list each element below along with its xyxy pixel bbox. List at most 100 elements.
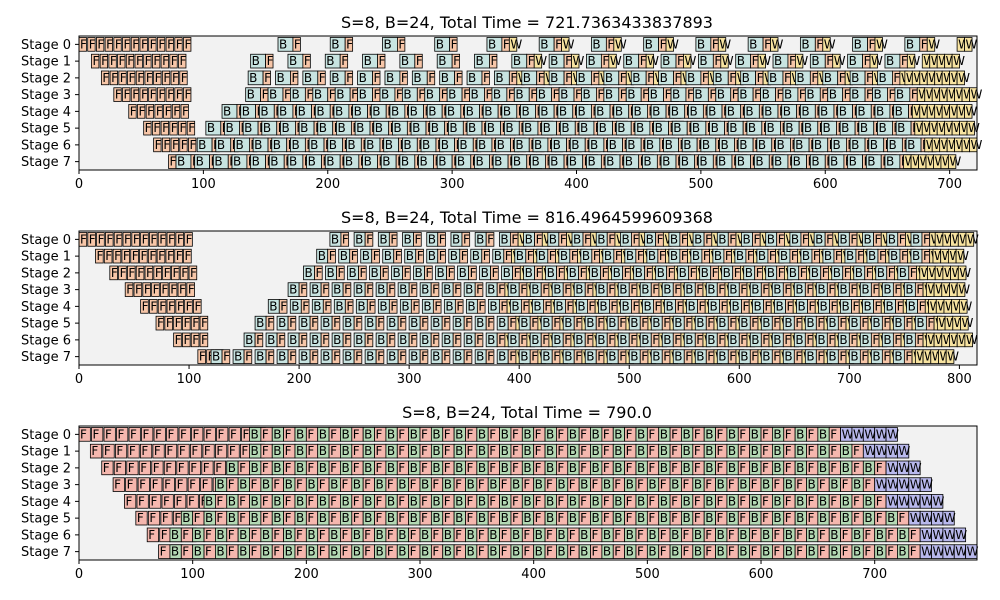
task-F: F xyxy=(388,299,398,314)
task-label: F xyxy=(353,444,360,458)
task-B: B xyxy=(210,349,223,364)
task-label: F xyxy=(80,232,87,246)
task-label: F xyxy=(434,299,441,313)
task-label: F xyxy=(795,350,802,364)
task-B: B xyxy=(559,120,576,136)
task-label: B xyxy=(531,155,539,169)
task-box xyxy=(956,70,965,86)
task-B: B xyxy=(767,70,784,86)
task-label: F xyxy=(194,299,201,313)
task-label: B xyxy=(683,138,691,152)
task-label: F xyxy=(660,37,667,51)
task-F: F xyxy=(186,120,195,136)
task-label: B xyxy=(488,37,496,51)
task-F: F xyxy=(650,282,660,297)
task-B: B xyxy=(551,282,564,297)
task-B: B xyxy=(495,137,511,153)
task-label: F xyxy=(717,427,724,441)
task-label: F xyxy=(159,299,166,313)
y-tick-label: Stage 5 xyxy=(21,122,71,137)
task-label: B xyxy=(597,283,605,297)
task-B: B xyxy=(648,87,664,102)
task-label: F xyxy=(333,350,340,364)
task-label: B xyxy=(459,138,467,152)
task-B: B xyxy=(523,232,536,247)
task-label: B xyxy=(833,266,841,280)
task-label: B xyxy=(384,249,392,263)
task-F: F xyxy=(184,232,193,247)
task-F: F xyxy=(452,282,462,297)
task-label: B xyxy=(300,350,308,364)
task-label: F xyxy=(668,266,675,280)
task-F: F xyxy=(645,70,654,86)
task-label: B xyxy=(636,121,644,135)
task-B: B xyxy=(809,53,826,69)
task-F: F xyxy=(78,232,88,247)
task-box xyxy=(145,104,155,119)
task-label: F xyxy=(181,266,188,280)
task-F: F xyxy=(342,332,352,348)
task-label: B xyxy=(806,350,814,364)
task-label: B xyxy=(336,88,344,102)
task-label: B xyxy=(457,155,465,169)
task-box xyxy=(130,87,140,102)
task-F: F xyxy=(152,443,165,459)
task-label: F xyxy=(911,88,918,102)
task-B: B xyxy=(620,299,632,314)
task-B: B xyxy=(749,282,762,297)
task-F: F xyxy=(573,87,582,102)
task-B: B xyxy=(379,87,396,102)
task-B: B xyxy=(357,87,373,102)
task-label: F xyxy=(176,88,183,102)
task-F: F xyxy=(139,248,148,264)
task-B: B xyxy=(695,37,712,52)
task-F: F xyxy=(113,87,122,102)
task-B: B xyxy=(509,299,522,314)
task-label: B xyxy=(428,104,436,118)
task-F: F xyxy=(727,315,737,331)
x-tick-label: 200 xyxy=(315,177,340,192)
task-label: B xyxy=(841,121,849,135)
task-B: B xyxy=(603,70,620,86)
task-box xyxy=(128,104,137,119)
task-label: B xyxy=(560,249,568,263)
task-B: B xyxy=(287,53,304,69)
task-F: F xyxy=(644,265,653,281)
task-label: B xyxy=(795,333,803,347)
task-F: F xyxy=(276,332,286,348)
task-B: B xyxy=(492,248,505,264)
task-label: F xyxy=(150,299,157,313)
task-label: B xyxy=(597,333,605,347)
task-F: F xyxy=(903,315,913,331)
task-F: F xyxy=(877,248,887,264)
task-label: B xyxy=(687,299,695,313)
task-label: B xyxy=(542,316,550,330)
task-B: B xyxy=(340,443,353,459)
task-F: F xyxy=(137,104,145,119)
task-label: B xyxy=(895,104,903,118)
task-B: B xyxy=(496,349,509,364)
task-F: F xyxy=(873,299,882,314)
task-box xyxy=(100,70,110,86)
task-label: F xyxy=(454,333,461,347)
task-label: F xyxy=(754,88,761,102)
task-F: F xyxy=(551,349,561,364)
task-label: F xyxy=(126,283,133,297)
task-label: B xyxy=(371,266,379,280)
task-F: F xyxy=(182,332,191,348)
task-label: F xyxy=(531,350,538,364)
task-label: B xyxy=(878,71,886,85)
task-label: B xyxy=(326,54,334,68)
task-label: F xyxy=(141,37,148,51)
task-B: B xyxy=(485,282,498,297)
task-label: F xyxy=(104,444,111,458)
task-B: B xyxy=(298,315,311,331)
task-label: B xyxy=(682,444,690,458)
task-B: B xyxy=(661,282,674,297)
task-F: F xyxy=(89,443,103,459)
task-label: B xyxy=(660,444,668,458)
task-label: B xyxy=(681,155,689,169)
task-B: B xyxy=(463,282,476,297)
task-label: F xyxy=(478,299,485,313)
task-B: B xyxy=(778,248,791,264)
